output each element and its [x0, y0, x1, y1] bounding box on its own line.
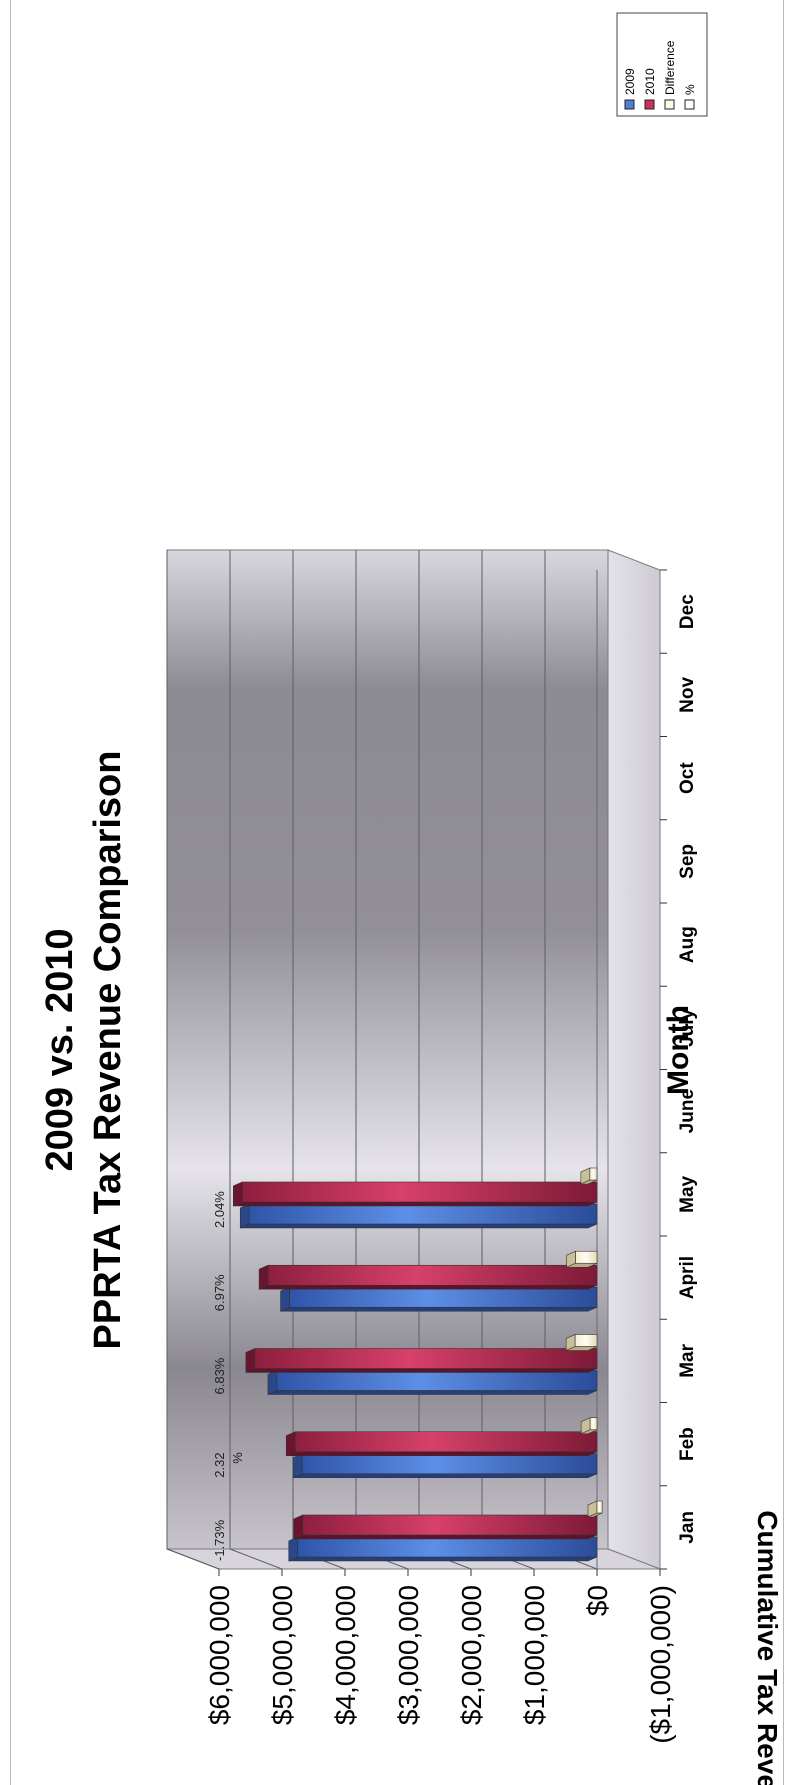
- bar-2010-side: [293, 1534, 598, 1540]
- bar-difference: [580, 1167, 598, 1185]
- left-border: [10, 0, 11, 1785]
- right-border: [783, 0, 784, 1785]
- x-tick-label: Dec: [677, 594, 698, 629]
- bar-difference-front: [575, 1250, 598, 1264]
- legend-label: Difference: [663, 40, 677, 95]
- percent-label: 6.97%: [212, 1274, 227, 1311]
- x-tick-label: July: [677, 1008, 698, 1046]
- percent-label: 2.04%: [212, 1191, 227, 1228]
- bar-2009-side: [288, 1556, 598, 1562]
- bar-difference-front: [589, 1167, 598, 1181]
- bar-difference: [580, 1417, 598, 1435]
- bar-2009-front: [248, 1203, 598, 1225]
- bar-difference: [566, 1250, 598, 1268]
- x-tick-label: Sep: [677, 844, 698, 879]
- bar-2009: [292, 1453, 598, 1479]
- y-tick-label: $6,000,000: [204, 1585, 235, 1725]
- bar-2010-side: [259, 1284, 598, 1290]
- x-tick-label: April: [677, 1256, 698, 1299]
- bar-2009-side: [293, 1473, 598, 1479]
- legend-box: [616, 12, 708, 117]
- gridline-side: [166, 1548, 220, 1570]
- y-tick-label: $0: [582, 1585, 613, 1616]
- bar-2010-front: [267, 1264, 598, 1286]
- x-tick-label: May: [677, 1175, 698, 1212]
- bar-2009-front: [276, 1370, 598, 1391]
- legend-swatch: [664, 99, 675, 110]
- y-tick-label: $1,000,000: [519, 1585, 550, 1725]
- bar-2009: [288, 1536, 598, 1562]
- bars: [233, 1167, 603, 1562]
- bar-difference: [587, 1500, 603, 1518]
- bar-2009: [280, 1286, 598, 1312]
- legend: 2009 2010 Difference%: [616, 12, 708, 117]
- gridline-side: [229, 1548, 283, 1570]
- x-tick-label: Mar: [677, 1343, 698, 1377]
- bar-2010-front: [302, 1514, 598, 1536]
- x-tick-label: Aug: [677, 926, 698, 963]
- x-axis-title: Month: [662, 1005, 695, 1095]
- bar-2009-front: [289, 1286, 598, 1308]
- legend-swatch: [624, 99, 635, 110]
- legend-swatch: [644, 99, 655, 110]
- x-tick-label: Jan: [677, 1511, 698, 1544]
- legend-label: %: [683, 84, 697, 95]
- bar-2010: [245, 1348, 598, 1373]
- x-axis-ticks: [660, 569, 667, 1570]
- y-tick-label: ($1,000,000): [645, 1585, 676, 1744]
- chart-subtitle: PPRTA Tax Revenue Comparison: [87, 751, 129, 1350]
- bar-2010: [233, 1181, 598, 1207]
- bar-2009-side: [240, 1223, 598, 1229]
- bar-2010: [258, 1264, 598, 1290]
- legend-label: 2009: [623, 68, 637, 95]
- x-tick-label: Feb: [677, 1427, 698, 1461]
- bar-2009-side: [267, 1390, 598, 1395]
- chart-title: 2009 vs. 2010: [39, 928, 81, 1171]
- percent-label: 2.32: [212, 1452, 227, 1477]
- legend-swatch: [684, 99, 695, 110]
- bar-difference-front: [589, 1417, 598, 1431]
- bar-2010-front: [254, 1348, 598, 1369]
- bar-difference: [565, 1334, 598, 1351]
- y-axis-ticks: $6,000,000 $5,000,000 $4,000,000 $3,000,000…: [204, 1569, 676, 1744]
- bar-2010: [293, 1514, 598, 1540]
- bar-2009: [239, 1203, 598, 1229]
- x-tick-label: June: [677, 1089, 698, 1133]
- y-axis-title: Cumulative Tax Revenue: [752, 1510, 783, 1785]
- x-axis-labels: Jan Feb Mar April May June July Aug Sep Oct Nov Dec: [677, 594, 698, 1544]
- bar-2009-front: [297, 1536, 598, 1558]
- y-tick-label: $3,000,000: [393, 1585, 424, 1725]
- bar-2009-side: [280, 1306, 598, 1312]
- x-tick-label: Nov: [677, 677, 698, 713]
- bar-2010-front: [294, 1431, 598, 1453]
- y-tick-label: $2,000,000: [456, 1585, 487, 1725]
- plot-wall: [166, 549, 609, 1550]
- bar-2009-front: [301, 1453, 598, 1475]
- bar-2010-side: [286, 1451, 598, 1457]
- x-tick-label: Oct: [677, 762, 698, 794]
- bar-2010-front: [242, 1181, 598, 1203]
- percent-labels: -1.73% 2.32 % 6.83% 6.97% 2.04%: [212, 1191, 245, 1561]
- bar-2010: [285, 1431, 598, 1457]
- percent-label: -1.73%: [212, 1519, 227, 1561]
- percent-label: 6.83%: [212, 1357, 227, 1394]
- bar-2010-side: [245, 1368, 598, 1373]
- bar-2010-side: [233, 1201, 598, 1207]
- y-tick-label: $4,000,000: [330, 1585, 361, 1725]
- y-tick-label: $5,000,000: [267, 1585, 298, 1725]
- bar-2009: [267, 1370, 598, 1395]
- bar-difference-front: [574, 1334, 598, 1347]
- bar-difference-front: [596, 1500, 603, 1514]
- percent-label: %: [230, 1452, 245, 1464]
- legend-label: 2010: [643, 68, 657, 95]
- plot-floor: [607, 549, 661, 1570]
